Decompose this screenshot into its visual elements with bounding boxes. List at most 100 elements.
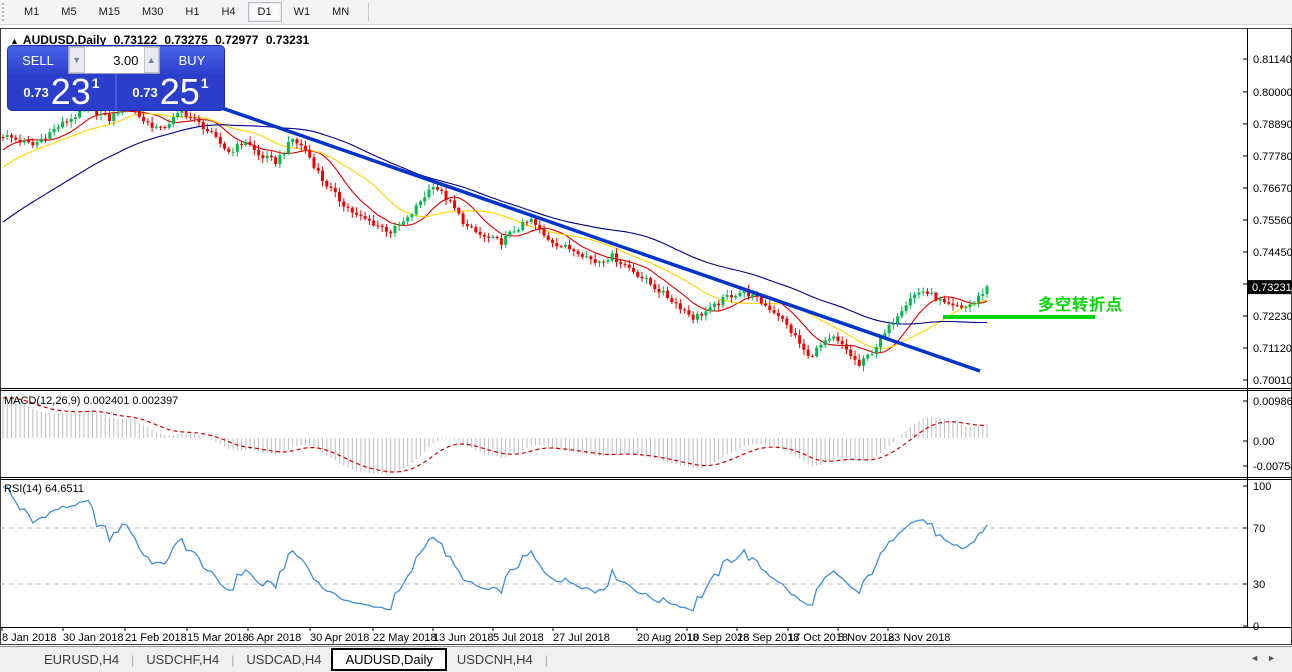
date-tick-label: 22 May 2018 [373,632,437,644]
scroll-right-icon[interactable]: ► [1267,653,1284,663]
timeframe-button-m5[interactable]: M5 [61,6,77,18]
moving-average-lines [2,110,988,354]
bid-price-sup: 1 [91,75,100,91]
annotation-text: 多空转折点 [1038,297,1124,314]
price-tick-label: 0.70010 [1253,375,1292,387]
date-tick-label: 5 Nov 2018 [838,632,894,644]
price-tick-label: 0.81140 [1253,54,1292,66]
candlestick-series [1,99,989,372]
one-click-trading-panel: SELL ▼ ▲ BUY 0.73 23 1 0.73 25 1 [8,46,224,110]
ohlc-high: 0.73275 [164,33,208,47]
chevron-up-icon: ▲ [146,55,156,65]
tab-eurusd-h4[interactable]: EURUSD,H4 [44,652,120,667]
chart-title: ▲ AUDUSD,Daily 0.73122 0.73275 0.72977 0.… [10,33,313,47]
current-price-badge [1248,280,1291,295]
collapse-triangle-icon[interactable]: ▲ [10,36,19,46]
tab-separator: | [231,652,235,667]
price-tick-label: 0.78890 [1253,119,1292,131]
timeframe-button-h1[interactable]: H1 [185,6,200,18]
volume-input[interactable] [84,47,144,73]
date-tick-label: 23 Nov 2018 [888,632,950,644]
date-tick-label: 28 Sep 2018 [737,632,799,644]
timeframe-button-m15[interactable]: M15 [98,6,120,18]
price-tick-label: 0.77780 [1253,151,1292,163]
rsi-indicator-label: RSI(14) 64.6511 [4,483,84,495]
scroll-left-icon[interactable]: ◄ [1250,653,1268,663]
date-tick-label: 20 Aug 2018 [637,632,699,644]
tab-scroll-arrows: ◄► [1250,653,1284,663]
volume-stepper: ▼ ▲ [68,46,160,74]
macd-tick-label: -0.007543 [1253,461,1292,473]
tab-usdcnh-h4[interactable]: USDCNH,H4 [456,652,533,667]
ma-10-line [2,110,988,354]
tab-usdchf-h4[interactable]: USDCHF,H4 [146,652,220,667]
tab-separator: | [544,652,548,667]
date-tick-label: 17 Oct 2018 [788,632,848,644]
symbol-label: AUDUSD,Daily [22,33,107,47]
price-tick-label: 0.72230 [1253,311,1292,323]
timeframe-button-h4[interactable]: H4 [221,6,236,18]
timeframe-toolbar: M1 M5 M15 M30 H1 H4 D1 W1 MN [0,0,1292,25]
macd-tick-label: 0.00 [1253,436,1274,448]
price-tick-label: 0.71120 [1253,343,1292,355]
bid-price-big: 23 [50,71,91,113]
price-tick-label: 0.76670 [1253,183,1292,195]
date-tick-label: 6 Apr 2018 [248,632,301,644]
time-axis: 8 Jan 2018 30 Jan 2018 21 Feb 2018 15 Mar 2… [1,627,950,644]
date-tick-label: 30 Apr 2018 [310,632,369,644]
date-tick-label: 30 Jan 2018 [63,632,124,644]
macd-axis: 0.009863 0.00 -0.007543 [1243,396,1292,473]
toolbar-separator [368,3,370,21]
ohlc-open: 0.73122 [113,33,158,47]
macd-pane [2,397,988,474]
rsi-tick-label: 30 [1253,579,1265,591]
timeframe-button-m30[interactable]: M30 [141,6,164,18]
ma-55-line [2,124,988,325]
timeframe-button-d1[interactable]: D1 [247,2,282,22]
rsi-line [3,486,988,612]
date-tick-label: 21 Feb 2018 [125,632,187,644]
tab-audusd-daily[interactable]: AUDUSD,Daily [331,648,447,671]
buy-button[interactable]: BUY [160,46,224,74]
rsi-tick-label: 70 [1253,523,1265,535]
date-tick-label: 8 Jan 2018 [2,632,56,644]
date-tick-label: 27 Jul 2018 [553,632,610,644]
timeframe-buttons: M1 M5 M15 M30 H1 H4 D1 W1 MN [13,2,360,22]
toolbar-grip-handle[interactable] [2,3,9,21]
rsi-tick-label: 100 [1253,481,1271,493]
price-tick-label: 0.80000 [1253,87,1292,99]
volume-decrease-button[interactable]: ▼ [69,47,85,73]
ohlc-low: 0.72977 [215,33,259,47]
descending-trendline[interactable] [117,70,981,373]
price-axis: 0.81140 0.80000 0.78890 0.77780 0.76670 0.755… [1243,54,1292,387]
chevron-down-icon: ▼ [72,55,82,65]
rsi-axis: 100 70 30 0 [1243,481,1271,633]
ohlc-close: 0.73231 [265,33,310,47]
rsi-tick-label: 0 [1253,621,1259,633]
current-price-label: 0.73231 [1252,282,1292,294]
ask-price-sup: 1 [200,75,209,91]
timeframe-button-w1[interactable]: W1 [293,6,311,18]
macd-indicator-label: MACD(12,26,9) 0.002401 0.002397 [4,395,179,407]
tab-usdcad-h4[interactable]: USDCAD,H4 [246,652,322,667]
volume-increase-button[interactable]: ▲ [143,47,159,73]
chart-canvas[interactable]: 0.81140 0.80000 0.78890 0.77780 0.76670 0.755… [0,0,1292,646]
price-tick-label: 0.74450 [1253,247,1292,259]
timeframe-button-mn[interactable]: MN [332,6,350,18]
bid-price-small: 0.73 [23,85,49,100]
ma-21-line [2,113,988,349]
timeframe-button-m1[interactable]: M1 [24,6,40,18]
date-tick-label: 10 Sep 2018 [687,632,749,644]
bid-quote[interactable]: 0.73 23 1 [8,74,115,110]
ask-price-small: 0.73 [132,85,158,100]
ask-quote[interactable]: 0.73 25 1 [115,74,224,110]
date-tick-label: 5 Jul 2018 [493,632,544,644]
date-tick-label: 13 Jun 2018 [433,632,494,644]
sell-button[interactable]: SELL [8,46,68,74]
date-tick-label: 15 Mar 2018 [187,632,249,644]
rsi-pane [0,486,1247,612]
chart-tab-bar: EURUSD,H4 | USDCHF,H4 | USDCAD,H4 AUDUSD,Dail… [0,646,1292,672]
ask-price-big: 25 [159,71,200,113]
macd-tick-label: 0.009863 [1253,396,1292,408]
tab-separator: | [131,652,135,667]
